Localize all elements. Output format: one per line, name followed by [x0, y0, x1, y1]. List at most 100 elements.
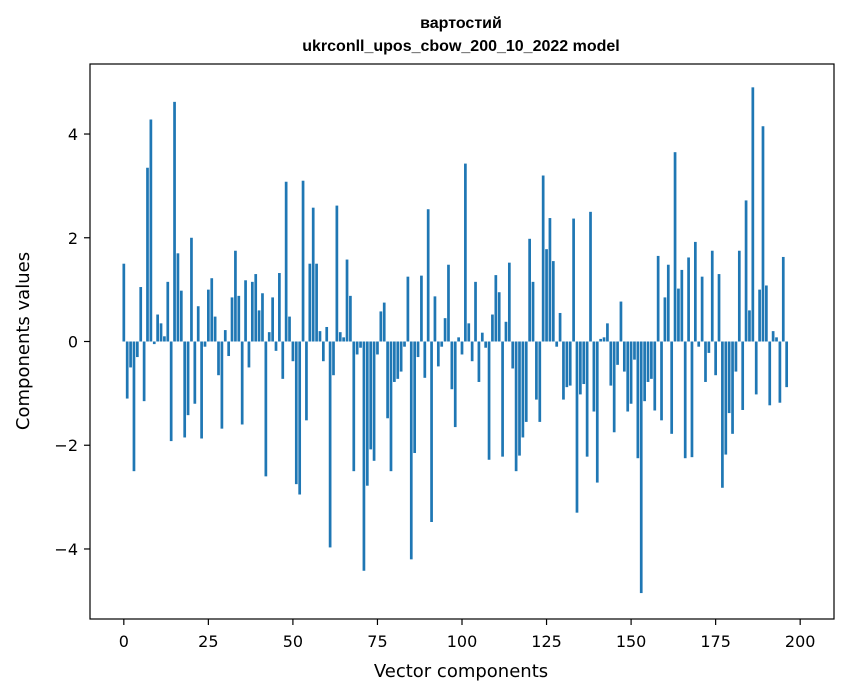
bar-98 — [453, 341, 457, 428]
bar-119 — [524, 341, 528, 422]
bar-163 — [673, 152, 677, 342]
bar-88 — [420, 275, 423, 342]
bar-68 — [352, 341, 356, 472]
bar-151 — [633, 341, 636, 360]
bar-21 — [193, 341, 197, 404]
bar-147 — [619, 301, 623, 342]
bar-117 — [518, 341, 521, 456]
bar-176 — [717, 274, 721, 342]
bar-159 — [660, 341, 663, 421]
bar-23 — [200, 341, 203, 439]
x-tick-label: 200 — [785, 632, 816, 651]
bar-170 — [697, 341, 701, 347]
bar-0 — [122, 263, 126, 342]
bar-195 — [781, 256, 785, 342]
bar-47 — [281, 341, 285, 379]
bar-192 — [771, 331, 775, 342]
chart-subtitle: ukrconll_upos_cbow_200_10_2022 model — [302, 38, 619, 55]
x-axis-label: Vector components — [374, 661, 548, 682]
bar-67 — [349, 295, 352, 342]
plot-frame — [89, 63, 835, 620]
bar-48 — [284, 181, 288, 342]
bar-110 — [494, 275, 498, 342]
bar-14 — [169, 341, 173, 442]
bar-6 — [142, 341, 146, 402]
y-tick-label: 4 — [68, 125, 78, 144]
bar-25 — [207, 289, 210, 342]
bar-149 — [626, 341, 630, 412]
bar-181 — [734, 341, 738, 372]
bar-188 — [758, 289, 761, 342]
bar-120 — [528, 238, 531, 342]
bar-116 — [514, 341, 518, 472]
bar-84 — [406, 276, 410, 342]
x-tick-label: 100 — [447, 632, 478, 651]
bar-136 — [582, 341, 586, 385]
bar-138 — [589, 211, 592, 342]
bar-43 — [267, 332, 271, 342]
bar-75 — [376, 341, 379, 355]
bar-180 — [731, 341, 734, 434]
bar-187 — [754, 341, 758, 395]
bar-74 — [372, 341, 376, 461]
bar-50 — [291, 341, 295, 362]
bar-80 — [393, 341, 396, 382]
bar-191 — [768, 341, 772, 406]
bar-179 — [727, 341, 731, 414]
bar-2 — [129, 341, 132, 368]
bar-115 — [511, 341, 515, 369]
bar-55 — [308, 263, 312, 342]
bar-91 — [430, 341, 433, 522]
y-tick-label: −2 — [54, 436, 78, 455]
bar-87 — [416, 341, 420, 358]
bar-145 — [612, 341, 616, 433]
bar-76 — [379, 311, 383, 342]
bar-95 — [443, 318, 447, 342]
y-axis-ticks: −4 −2 0 2 4 — [54, 125, 90, 559]
bar-58 — [318, 331, 322, 342]
bar-186 — [751, 87, 755, 342]
bar-124 — [541, 175, 545, 342]
bar-103 — [470, 341, 474, 362]
bar-141 — [599, 338, 603, 342]
bar-31 — [227, 341, 231, 357]
bar-44 — [271, 297, 274, 342]
x-axis-ticks: 0 25 50 75 100 125 150 175 200 — [119, 619, 816, 651]
bar-182 — [737, 250, 741, 342]
bar-12 — [163, 336, 166, 342]
bar-53 — [301, 180, 305, 342]
bar-189 — [761, 126, 765, 342]
bar-152 — [636, 341, 640, 459]
x-tick-label: 75 — [367, 632, 387, 651]
bar-36 — [244, 280, 247, 342]
bar-130 — [562, 341, 565, 400]
y-tick-label: 0 — [68, 333, 78, 352]
bar-29 — [220, 341, 224, 429]
bar-32 — [230, 297, 234, 342]
bar-17 — [179, 290, 183, 342]
bar-10 — [156, 314, 159, 342]
bar-40 — [257, 310, 261, 342]
bar-122 — [535, 341, 538, 400]
chart-title: вартостий — [420, 15, 502, 32]
bar-160 — [663, 297, 667, 342]
bar-157 — [653, 341, 657, 411]
bar-39 — [254, 274, 258, 342]
bar-148 — [622, 341, 626, 372]
bar-13 — [166, 281, 170, 342]
bar-112 — [501, 341, 504, 457]
bar-22 — [196, 306, 200, 342]
bar-168 — [690, 341, 694, 458]
bar-20 — [190, 237, 193, 342]
bar-154 — [643, 341, 646, 402]
bar-102 — [467, 323, 471, 342]
bars — [122, 87, 789, 594]
bar-24 — [203, 341, 207, 347]
bar-131 — [565, 341, 569, 388]
bar-105 — [477, 341, 481, 382]
bar-174 — [710, 250, 714, 342]
bar-123 — [538, 341, 542, 422]
bar-185 — [748, 310, 751, 342]
bar-61 — [328, 341, 332, 548]
bar-35 — [240, 341, 244, 425]
